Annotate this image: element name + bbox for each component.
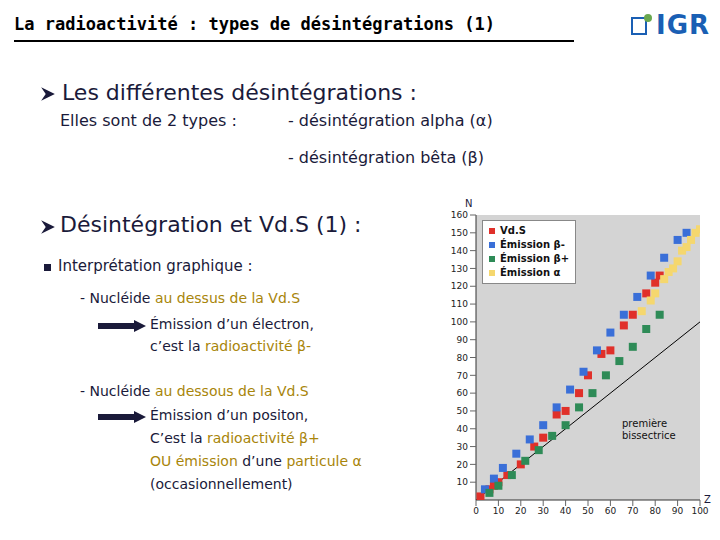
svg-text:50: 50 — [582, 506, 594, 516]
svg-text:40: 40 — [560, 506, 572, 516]
svg-text:110: 110 — [451, 299, 468, 309]
svg-text:70: 70 — [627, 506, 639, 516]
svg-text:160: 160 — [451, 210, 468, 220]
html-text:Désintégration et Vd.S (1) :: Désintégration et Vd.S (1) : — [60, 212, 362, 237]
svg-text:60: 60 — [457, 388, 469, 398]
html-text:OU émission d’une particule α: OU émission d’une particule α — [150, 453, 362, 469]
html-text:- désintégration bêta (β): - désintégration bêta (β) — [288, 148, 484, 167]
html-text:- Nucléide au dessous de la Vd: - Nucléide au dessous de la Vd.S — [80, 383, 309, 399]
html-text:Émission β-: Émission β- — [500, 239, 565, 250]
html-text:première bissectrice: première bissectrice — [622, 418, 676, 441]
html-text:Interprétation graphique :: Interprétation graphique : — [58, 257, 253, 275]
html-text:IGR: IGR — [656, 10, 710, 40]
svg-text:60: 60 — [605, 506, 617, 516]
html-text:Z: Z — [704, 494, 711, 505]
svg-text:30: 30 — [537, 506, 549, 516]
html-text:Les différentes désintégration: Les différentes désintégrations : — [62, 80, 417, 105]
svg-text:40: 40 — [457, 424, 469, 434]
html-text:Elles sont de 2 types :: Elles sont de 2 types : — [60, 111, 237, 130]
html-text:Émission β+: Émission β+ — [500, 253, 569, 264]
svg-text:10: 10 — [457, 477, 469, 487]
svg-text:10: 10 — [493, 506, 505, 516]
svg-text:80: 80 — [649, 506, 661, 516]
html-text:(occasionnellement): (occasionnellement) — [150, 476, 293, 492]
html-text:La radioactivité : types de dé: La radioactivité : types de désintégrati… — [14, 14, 495, 34]
svg-text:50: 50 — [457, 406, 469, 416]
html-text:Émission d’un positon,: Émission d’un positon, — [150, 407, 309, 423]
html-text:Émission α: Émission α — [500, 267, 561, 278]
svg-text:120: 120 — [451, 281, 468, 291]
svg-text:140: 140 — [451, 246, 468, 256]
svg-text:70: 70 — [457, 371, 469, 381]
svg-text:20: 20 — [515, 506, 527, 516]
svg-text:90: 90 — [457, 335, 469, 345]
svg-text:100: 100 — [691, 506, 708, 516]
svg-text:30: 30 — [457, 442, 469, 452]
html-text:Vd.S: Vd.S — [500, 225, 526, 236]
svg-text:150: 150 — [451, 228, 468, 238]
html-text:N: N — [465, 198, 473, 209]
svg-text:130: 130 — [451, 264, 468, 274]
html-text:- Nucléide au dessus de la Vd.: - Nucléide au dessus de la Vd.S — [80, 290, 301, 306]
svg-text:20: 20 — [457, 460, 469, 470]
html-text:C’est la radioactivité β+: C’est la radioactivité β+ — [150, 430, 320, 446]
html-text:Émission d’un électron,: Émission d’un électron, — [150, 316, 314, 332]
svg-text:100: 100 — [451, 317, 468, 327]
svg-text:90: 90 — [672, 506, 684, 516]
html-text:- désintégration alpha (α): - désintégration alpha (α) — [288, 111, 493, 130]
svg-text:0: 0 — [473, 506, 479, 516]
html-text:c’est la radioactivité β-: c’est la radioactivité β- — [150, 338, 311, 354]
svg-text:80: 80 — [457, 353, 469, 363]
